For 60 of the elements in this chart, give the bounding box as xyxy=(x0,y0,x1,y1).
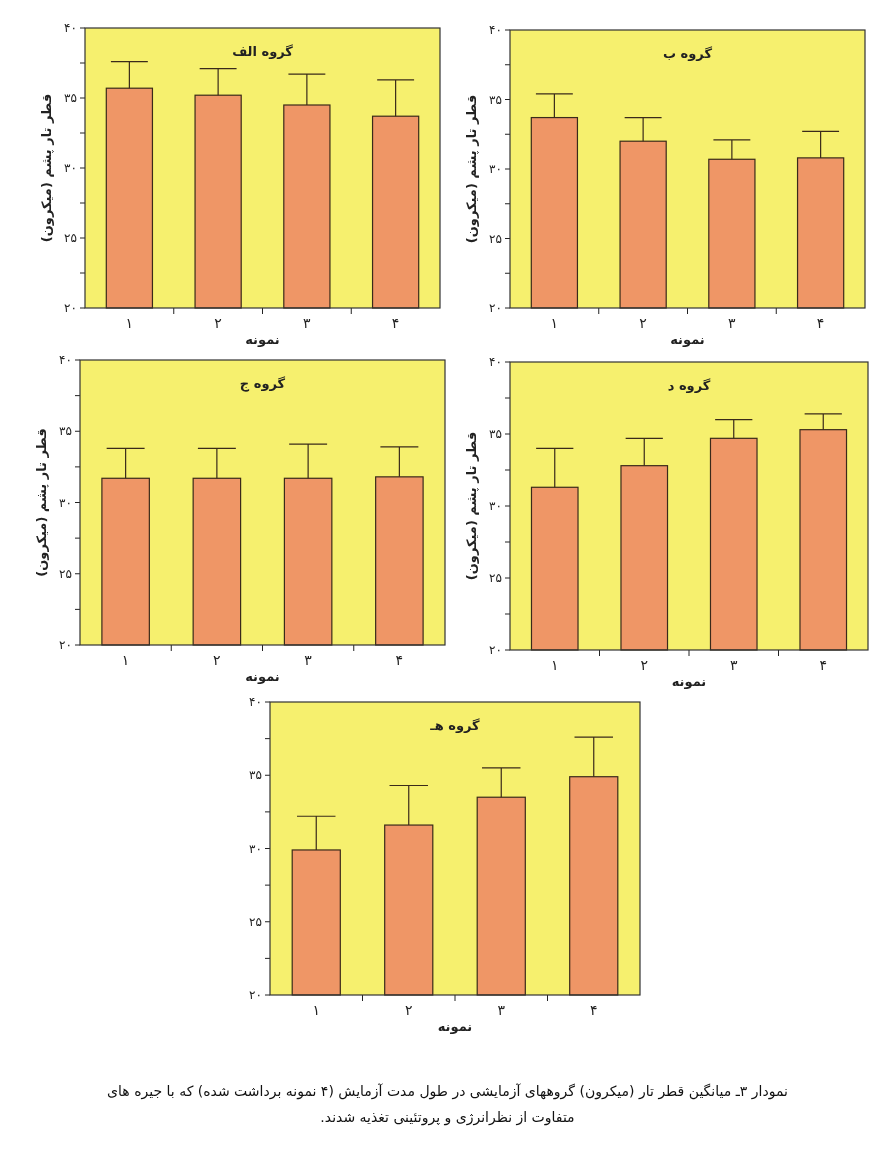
x-tick-label: ۴ xyxy=(819,657,828,673)
y-tick-label: ۳۵ xyxy=(249,768,262,783)
y-tick-label: ۳۰ xyxy=(489,162,502,176)
x-tick-label: ۲ xyxy=(404,1002,413,1018)
y-tick-label: ۲۰ xyxy=(64,301,77,315)
x-tick-label: ۱ xyxy=(125,315,134,331)
x-tick-label: ۴ xyxy=(589,1002,598,1018)
y-tick-label: ۳۰ xyxy=(249,841,262,856)
y-tick-label: ۳۵ xyxy=(489,92,502,107)
y-tick-label: ۴۰ xyxy=(59,353,72,367)
x-axis-title: نمونه xyxy=(670,332,705,347)
y-tick-label: ۳۵ xyxy=(489,427,502,441)
x-tick-label: ۱ xyxy=(550,657,559,673)
text: گروه ج xyxy=(239,376,286,392)
x-tick-label: ۳ xyxy=(729,657,738,673)
y-tick-label: ۲۰ xyxy=(249,988,262,1002)
y-tick-label: ۲۰ xyxy=(489,643,502,657)
x-tick-label: ۴ xyxy=(816,315,825,331)
y-tick-label: ۳۰ xyxy=(64,161,77,175)
text: گروه هـ xyxy=(429,718,481,733)
x-tick-label: ۲ xyxy=(639,315,647,331)
x-tick-label: ۴ xyxy=(395,652,404,668)
text: نمودار ۳ـ میانگین قطر تار (میکرون) گروههای آزمایشی در طول مدت آزمایش (۴ نمونه برداشت شده) که با جیره های متفاوت از نظرانرژی و پروتئینی تغذیه شدند. xyxy=(106,1082,789,1128)
x-tick-label: ۳ xyxy=(497,1002,506,1018)
y-tick-label: ۴۰ xyxy=(489,23,502,37)
y-tick-label: ۲۵ xyxy=(489,231,502,246)
y-tick-label: ۲۵ xyxy=(64,231,77,245)
x-tick-label: ۱ xyxy=(550,315,559,331)
x-tick-label: ۲ xyxy=(640,657,649,673)
y-tick-label: ۳۰ xyxy=(489,499,502,513)
text: گروه ب xyxy=(663,46,713,61)
y-tick-label: ۲۵ xyxy=(489,571,502,585)
x-tick-label: ۳ xyxy=(728,315,737,331)
y-tick-label: ۳۵ xyxy=(59,424,72,439)
x-tick-label: ۳ xyxy=(303,315,312,331)
y-tick-label: ۲۵ xyxy=(59,566,72,581)
x-tick-label: ۲ xyxy=(213,652,221,668)
x-tick-label: ۱ xyxy=(312,1002,321,1018)
x-axis-title: نمونه xyxy=(245,332,280,347)
y-axis-title: قطر تار پشم (میکرون) xyxy=(464,94,479,244)
x-tick-label: ۱ xyxy=(121,652,130,668)
x-tick-label: ۴ xyxy=(391,315,400,331)
y-tick-label: ۳۵ xyxy=(64,91,77,105)
y-tick-label: ۳۰ xyxy=(59,495,72,510)
x-axis-title: نمونه xyxy=(671,674,707,689)
text: گروه د xyxy=(667,378,711,393)
y-axis-title: قطر تار پشم (میکرون) xyxy=(34,428,49,577)
x-axis-title: نمونه xyxy=(437,1019,473,1034)
y-tick-label: ۲۰ xyxy=(489,301,502,315)
y-tick-label: ۲۵ xyxy=(249,914,262,929)
y-tick-label: ۲۰ xyxy=(59,638,72,652)
y-tick-label: ۴۰ xyxy=(249,695,262,709)
x-tick-label: ۳ xyxy=(304,652,313,668)
y-tick-label: ۴۰ xyxy=(64,21,77,35)
x-tick-label: ۲ xyxy=(214,315,222,331)
y-tick-label: ۴۰ xyxy=(489,355,502,369)
y-axis-title: قطر تار پشم (میکرون) xyxy=(39,93,54,243)
text: گروه الف xyxy=(232,44,294,59)
y-axis-title: قطر تار پشم (میکرون) xyxy=(464,431,479,581)
x-axis-title: نمونه xyxy=(245,669,280,684)
